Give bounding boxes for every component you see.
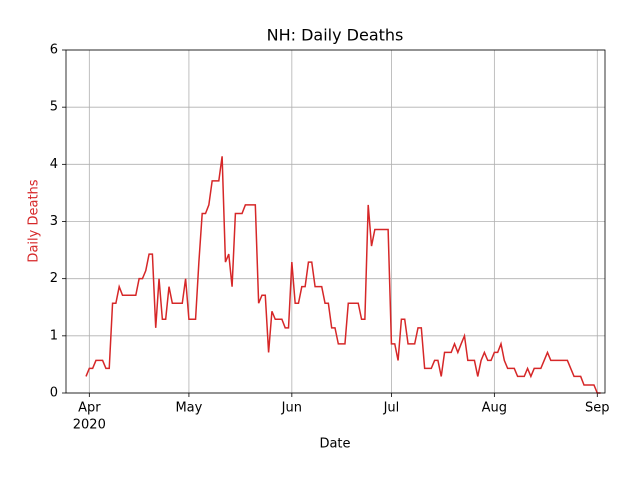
y-tick-label: 0: [50, 386, 58, 401]
x-tick-label: Jul: [383, 401, 400, 416]
x-tick-label: May: [175, 401, 202, 416]
x-tick-label: Apr: [78, 401, 101, 416]
y-tick-label: 1: [50, 328, 58, 343]
x-tick-label: Aug: [482, 401, 507, 416]
y-tick-label: 6: [50, 43, 58, 58]
y-tick-label: 4: [50, 157, 58, 172]
axes-frame: [65, 49, 606, 394]
chart-title: NH: Daily Deaths: [267, 26, 404, 45]
y-axis-label: Daily Deaths: [27, 179, 42, 262]
x-tick-label: Sep: [585, 401, 610, 416]
x-year-label: 2020: [73, 418, 106, 433]
y-tick-label: 2: [50, 271, 58, 286]
data-line: [85, 156, 601, 394]
x-tick-label: Jun: [281, 401, 302, 416]
y-tick-label: 3: [50, 214, 58, 229]
y-tick-label: 5: [50, 100, 58, 115]
x-axis-label: Date: [319, 437, 350, 452]
